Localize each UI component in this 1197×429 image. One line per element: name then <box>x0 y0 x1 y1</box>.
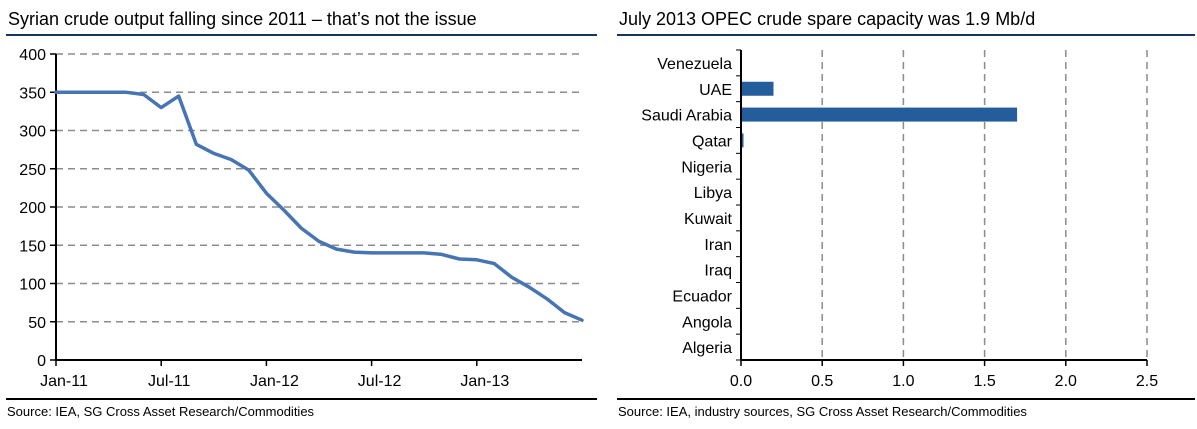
svg-text:Jul-12: Jul-12 <box>358 373 402 390</box>
svg-text:Jan-13: Jan-13 <box>460 373 509 390</box>
svg-text:400: 400 <box>19 47 46 64</box>
svg-text:350: 350 <box>19 85 46 102</box>
right-chart-source: Source: IEA, industry sources, SG Cross … <box>617 398 1195 419</box>
svg-text:0.5: 0.5 <box>811 373 833 390</box>
svg-text:Ecuador: Ecuador <box>672 288 732 305</box>
left-chart-title: Syrian crude output falling since 2011 –… <box>8 9 477 29</box>
svg-text:0: 0 <box>37 353 46 370</box>
svg-text:Qatar: Qatar <box>692 133 733 150</box>
right-chart-panel: July 2013 OPEC crude spare capacity was … <box>617 0 1195 419</box>
svg-text:Libya: Libya <box>694 185 732 202</box>
svg-text:300: 300 <box>19 124 46 141</box>
svg-text:Venezuela: Venezuela <box>657 56 732 73</box>
svg-text:0.0: 0.0 <box>730 373 752 390</box>
svg-text:150: 150 <box>19 238 46 255</box>
svg-text:2.0: 2.0 <box>1055 373 1077 390</box>
svg-text:UAE: UAE <box>699 82 732 99</box>
svg-text:2.5: 2.5 <box>1136 373 1158 390</box>
svg-text:Jan-12: Jan-12 <box>250 373 299 390</box>
svg-text:Saudi Arabia: Saudi Arabia <box>641 108 732 125</box>
svg-text:Iran: Iran <box>704 237 732 254</box>
right-chart-title: July 2013 OPEC crude spare capacity was … <box>619 9 1036 29</box>
svg-text:250: 250 <box>19 162 46 179</box>
svg-text:1.5: 1.5 <box>973 373 995 390</box>
svg-text:100: 100 <box>19 277 46 294</box>
right-title-rule <box>617 34 1195 36</box>
svg-text:Jul-11: Jul-11 <box>148 373 190 390</box>
svg-text:Iraq: Iraq <box>704 263 732 280</box>
left-chart-source: Source: IEA, SG Cross Asset Research/Com… <box>6 398 597 419</box>
svg-text:Kuwait: Kuwait <box>684 211 733 228</box>
svg-text:Angola: Angola <box>682 314 732 331</box>
left-chart-panel: Syrian crude output falling since 2011 –… <box>6 0 597 419</box>
svg-text:50: 50 <box>28 315 46 332</box>
svg-text:Nigeria: Nigeria <box>681 159 732 176</box>
opec-spare-capacity-bar-chart: 0.0 0.5 1.0 1.5 2.0 2.5 Venezuela UAE Saudi Arab… <box>641 49 1158 390</box>
svg-text:Jan-11: Jan-11 <box>40 373 88 390</box>
syrian-crude-output-line-chart: 0 50 100 150 200 250 300 350 400 Jan-11 Jul-11 Jan-… <box>19 47 584 390</box>
svg-text:Algeria: Algeria <box>682 340 732 357</box>
svg-text:1.0: 1.0 <box>892 373 914 390</box>
left-title-rule <box>6 34 597 36</box>
svg-text:200: 200 <box>19 200 46 217</box>
